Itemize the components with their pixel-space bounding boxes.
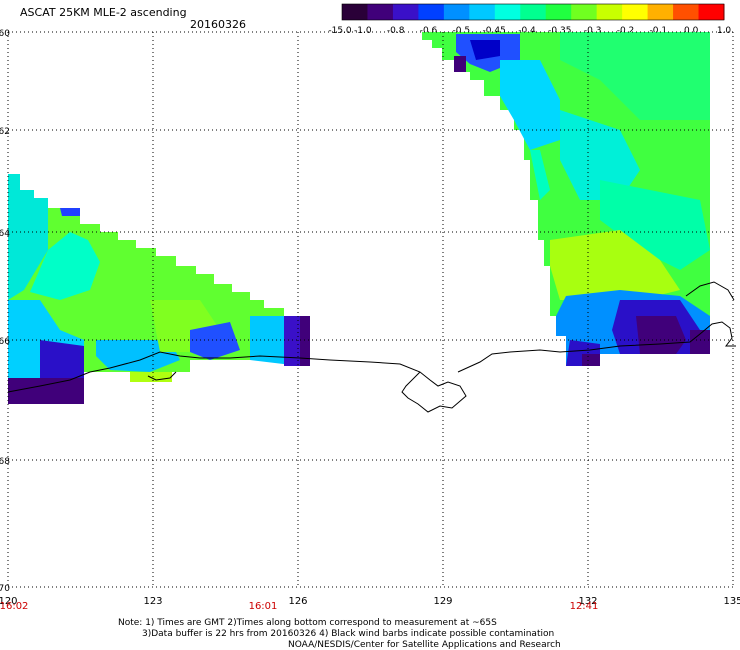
data-swath-right [422, 32, 710, 366]
longitude-label: 129 [433, 596, 452, 607]
latitude-label: -64 [0, 229, 10, 239]
color-bar-swatch [647, 4, 674, 20]
product-title: ASCAT 25KM MLE-2 ascending [20, 6, 187, 19]
axis-labels: 120 123 126 129 132 135 -60 -62 -64 -66 -68 -70 16:0… [0, 29, 740, 612]
note-line-3: NOAA/NESDIS/Center for Satellite Applica… [288, 640, 561, 650]
color-bar-tick-label: -0.45 [483, 26, 506, 36]
color-bar-swatch [596, 4, 623, 20]
color-bar [341, 3, 725, 21]
swath-time-label: 16:02 [0, 601, 28, 612]
swath-time-label: 16:01 [249, 601, 278, 612]
color-bar-swatch [520, 4, 547, 20]
coastline [7, 281, 736, 413]
longitude-label: 126 [288, 596, 307, 607]
swath-time-label: 12:41 [570, 601, 599, 612]
color-bar-swatch [367, 4, 394, 20]
color-bar-frame [341, 3, 725, 21]
color-bar-swatch [698, 4, 725, 20]
longitude-label: 123 [143, 596, 162, 607]
longitude-label: 132 [578, 596, 597, 607]
color-bar-tick-label: -0.8 [387, 26, 405, 36]
color-bar-swatch [494, 4, 521, 20]
color-bar-tick-label: -1.0 [354, 26, 372, 36]
color-bar-tick-label: -0.4 [518, 26, 536, 36]
note-line-1: Note: 1) Times are GMT 2)Times along bot… [118, 618, 497, 628]
color-bar-tick-label: -0.5 [453, 26, 471, 36]
color-bar-tick-label: -0.2 [617, 26, 635, 36]
color-bar-tick-label: 0.0 [684, 26, 699, 36]
latitude-label: -70 [0, 584, 10, 594]
color-bar-tick-label: -0.35 [548, 26, 571, 36]
color-bar-tick-label: -0.6 [420, 26, 438, 36]
lat-lon-grid [7, 31, 734, 588]
data-swath-left [8, 174, 310, 404]
color-bar-swatch [469, 4, 496, 20]
color-bar-swatch [571, 4, 598, 20]
latitude-label: -66 [0, 337, 10, 347]
latitude-label: -68 [0, 457, 10, 467]
color-bar-swatch [443, 4, 470, 20]
color-bar-tick-label: -0.1 [650, 26, 668, 36]
color-bar-swatch [392, 4, 419, 20]
product-date: 20160326 [190, 18, 246, 31]
color-bar-swatch [418, 4, 445, 20]
color-bar-tick-label: -0.3 [584, 26, 602, 36]
longitude-label: 135 [723, 596, 740, 607]
color-bar-swatch [342, 4, 368, 20]
color-bar-tick-label: 1.0 [717, 26, 732, 36]
color-bar-swatch [545, 4, 572, 20]
latitude-label: -60 [0, 29, 10, 39]
color-bar-labels: -15.0 -1.0 -0.8 -0.6 -0.5 -0.45 -0.4 -0.35 -0.3 -… [328, 26, 731, 36]
color-bar-swatch [622, 4, 649, 20]
note-line-2: 3)Data buffer is 22 hrs from 20160326 4)… [142, 629, 555, 639]
longitude-label: 120 [0, 596, 18, 607]
latitude-label: -62 [0, 127, 10, 137]
color-bar-tick-label: -15.0 [328, 26, 352, 36]
color-bar-swatch [673, 4, 700, 20]
